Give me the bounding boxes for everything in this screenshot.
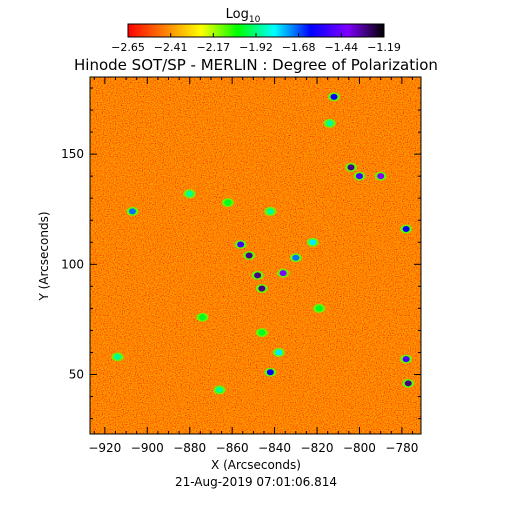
y-axis: 50 100 150: [61, 87, 421, 420]
heatmap-patch: [279, 270, 287, 277]
colorbar-label: Log10: [226, 7, 261, 25]
y-tick-label: 150: [61, 147, 84, 161]
colorbar-ticks: −2.65 −2.41 −2.17 −1.92 −1.68 −1.44 −1.19: [111, 33, 401, 54]
colorbar-tick-label: −1.92: [239, 41, 273, 54]
heatmap-patch: [266, 369, 274, 376]
heatmap-patch: [404, 380, 412, 387]
heatmap-patch: [258, 285, 266, 292]
x-tick-label: −840: [258, 441, 291, 455]
plot-area: −920 −900 −880 −860 −840 −820 −800 −780 50 100 15…: [61, 76, 422, 455]
timestamp: 21-Aug-2019 07:01:06.814: [175, 475, 337, 489]
heatmap-patch: [128, 208, 136, 215]
heatmap-patch: [292, 254, 300, 261]
colorbar-tick-label: −2.41: [154, 41, 188, 54]
y-tick-label: 50: [69, 368, 84, 382]
colorbar-label-base: Log: [226, 7, 249, 22]
plot-frame: [89, 76, 422, 435]
x-tick-label: −880: [173, 441, 206, 455]
heatmap-patch: [347, 164, 355, 171]
colorbar: Log10 −2.65 −2.41 −2.17 −1.92 −1.68 −1.44 −1.1…: [111, 7, 401, 54]
heatmap-patch: [309, 239, 317, 246]
heatmap-patch: [355, 173, 363, 180]
x-axis: −920 −900 −880 −860 −840 −820 −800 −780: [88, 77, 418, 455]
heatmap-patch: [258, 329, 266, 336]
x-tick-label: −860: [216, 441, 249, 455]
heatmap-patch: [237, 241, 245, 248]
colorbar-tick-label: −1.68: [282, 41, 316, 54]
heatmap-patch: [254, 272, 262, 279]
x-tick-label: −800: [343, 441, 376, 455]
x-tick-label: −920: [88, 441, 121, 455]
colorbar-tick-label: −2.65: [111, 41, 145, 54]
x-tick-label: −900: [131, 441, 164, 455]
colorbar-tick-label: −2.17: [196, 41, 230, 54]
heatmap-patch: [198, 314, 206, 321]
heatmap-patch: [186, 190, 194, 197]
heatmap-patch: [330, 93, 338, 100]
heatmap-patch: [114, 353, 122, 360]
heatmap-patch: [245, 252, 253, 259]
x-tick-label: −780: [385, 441, 418, 455]
heatmap-patch: [275, 349, 283, 356]
x-axis-label: X (Arcseconds): [211, 458, 301, 472]
colorbar-tick-label: −1.44: [324, 41, 358, 54]
y-tick-label: 100: [61, 257, 84, 271]
heatmap-patch: [402, 356, 410, 363]
heatmap-patch: [402, 226, 410, 233]
y-axis-label: Y (Arcseconds): [37, 211, 51, 301]
chart-title: Hinode SOT/SP - MERLIN : Degree of Polar…: [74, 56, 438, 74]
heatmap-patch: [326, 120, 334, 127]
heatmap-texture: [90, 77, 421, 434]
heatmap-patch: [315, 305, 323, 312]
heatmap-patch: [377, 173, 385, 180]
x-tick-label: −820: [301, 441, 334, 455]
colorbar-tick-label: −1.19: [367, 41, 401, 54]
heatmap-patch: [224, 199, 232, 206]
heatmap-patch: [266, 208, 274, 215]
heatmap-patch: [215, 386, 223, 393]
colorbar-label-subscript: 10: [249, 15, 261, 25]
heatmap-features: [111, 92, 415, 395]
